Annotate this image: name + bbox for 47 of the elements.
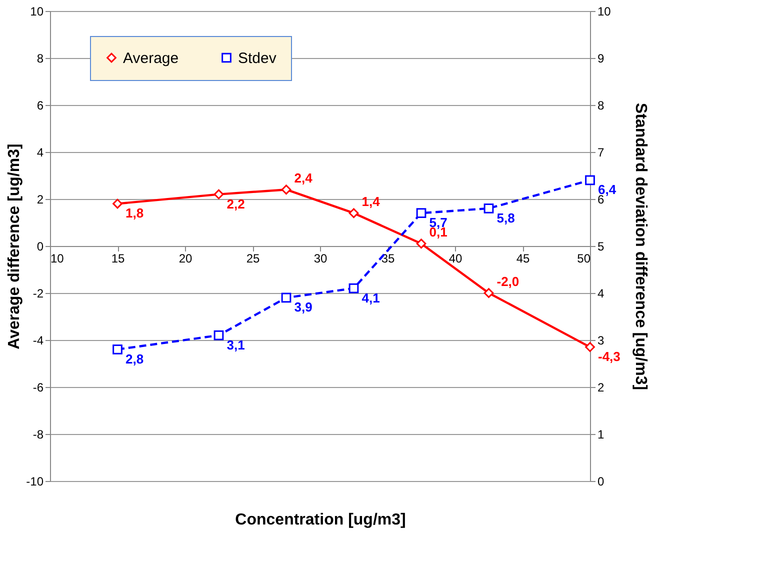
x-tick-label: 45	[516, 252, 530, 266]
data-label: 6,4	[598, 182, 617, 198]
x-tick-label: 40	[448, 252, 462, 266]
x-tick-label: 25	[246, 252, 260, 266]
data-label: 2,2	[226, 196, 245, 212]
data-label: 3,1	[226, 337, 245, 352]
y2-tick-label: 7	[598, 146, 604, 160]
data-label: -2,0	[496, 274, 520, 289]
y2-tick-label: 4	[598, 286, 604, 300]
y-tick-label: -10	[26, 474, 44, 488]
y2-tick-label: 2	[598, 380, 604, 394]
x-tick-label: 10	[50, 252, 64, 266]
y-tick-label: -8	[32, 428, 44, 442]
x-tick-label: 15	[111, 252, 125, 266]
data-label: 2,8	[126, 351, 144, 366]
x-tick-label: 30	[314, 252, 328, 266]
x-tick-label: 20	[178, 252, 192, 266]
y-tick-label: 4	[36, 146, 44, 160]
y2-tick-label: 5	[598, 240, 604, 254]
y-tick-label: -6	[32, 380, 44, 394]
y-tick-label: 6	[36, 98, 44, 112]
data-label: 5,7	[429, 215, 448, 230]
y-tick-label: -2	[32, 286, 44, 300]
y2-tick-label: 1	[598, 428, 604, 442]
y-axis-title: Average difference [ug/m3]	[6, 144, 24, 350]
legend-label: Stdev	[238, 50, 277, 67]
y-tick-label: 0	[36, 240, 44, 254]
y2-tick-label: 9	[598, 52, 604, 66]
y2-axis-title: Standard deviation difference [ug/m3]	[632, 102, 649, 390]
y2-tick-label: 0	[598, 474, 604, 488]
y-tick-label: 8	[36, 52, 44, 66]
x-axis-title: Concentration [ug/m3]	[235, 512, 406, 528]
y-tick-label: 2	[36, 192, 44, 206]
data-label: 1,4	[362, 194, 381, 210]
y2-tick-label: 3	[598, 334, 604, 348]
x-tick-label: 50	[577, 252, 591, 266]
data-label: -4,3	[598, 349, 620, 364]
data-label: 1,8	[126, 206, 144, 221]
y2-tick-label: 8	[598, 98, 604, 112]
legend-label: Average	[123, 50, 179, 67]
data-label: 2,4	[294, 170, 314, 186]
y-tick-label: -4	[32, 334, 44, 348]
data-label: 3,9	[294, 300, 312, 315]
data-label: 5,8	[496, 210, 515, 226]
y-tick-label: 10	[30, 4, 44, 18]
data-label: 4,1	[362, 290, 380, 306]
y2-tick-label: 10	[598, 4, 612, 18]
